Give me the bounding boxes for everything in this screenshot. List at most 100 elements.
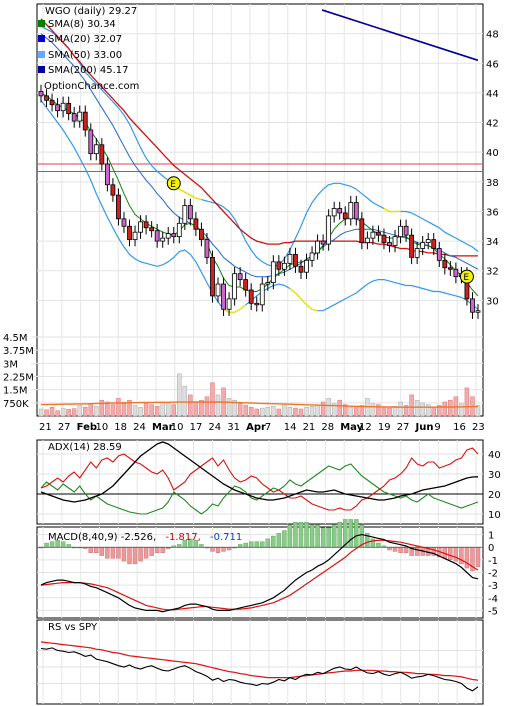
candle-up <box>165 233 171 239</box>
earnings-marker-label: E <box>463 273 469 283</box>
macd-tick-label: -1 <box>488 556 498 567</box>
macd-histogram-bar <box>315 524 320 548</box>
legend-sma200: SMA(200) 45.17 <box>48 65 129 76</box>
macd-histogram-bar <box>105 547 110 559</box>
candle-up <box>304 259 309 273</box>
volume-bar <box>359 405 365 417</box>
volume-bar <box>398 401 403 417</box>
date-tick-label: Mar <box>152 422 174 433</box>
macd-histogram-bar <box>282 530 287 548</box>
macd-histogram-bar <box>249 541 254 548</box>
earnings-marker-label: E <box>170 180 176 190</box>
macd-tick-label: -3 <box>488 581 498 592</box>
macd-histogram-bar <box>320 527 326 548</box>
volume-bar <box>392 406 398 417</box>
candle-down <box>237 273 243 281</box>
macd-histogram-bar <box>309 524 315 548</box>
candle-up <box>138 221 143 233</box>
sma8-line <box>40 92 479 297</box>
date-tick-label: 31 <box>227 422 240 433</box>
candle-up <box>364 237 370 243</box>
date-tick-label: Apr <box>246 422 266 433</box>
volume-bar <box>298 408 304 417</box>
volume-bar <box>309 406 315 417</box>
macd-histogram-bar <box>226 547 232 551</box>
macd-hist-value: -0.711 <box>210 532 242 543</box>
macd-histogram-bar <box>387 547 392 551</box>
adx-tick-label: 30 <box>488 470 501 481</box>
macd-histogram-bar <box>348 519 353 548</box>
volume-bar <box>271 406 276 417</box>
price-tick-label: 42 <box>486 119 499 130</box>
candle-down <box>82 111 88 131</box>
volume-bar <box>354 406 359 417</box>
macd-histogram-bar <box>99 547 105 556</box>
volume-tick-label: 4.5M <box>3 333 28 344</box>
volume-bar <box>276 408 282 417</box>
lower-band-line <box>40 99 479 313</box>
sma50-line <box>40 18 478 257</box>
date-tick-label: 16 <box>453 422 466 433</box>
volume-bar <box>232 399 237 417</box>
macd-histogram-bar <box>304 521 309 548</box>
macd-histogram-bar <box>354 519 359 548</box>
candle-up <box>176 222 182 238</box>
volume-bar <box>254 408 259 417</box>
candle-down <box>342 212 348 220</box>
volume-bar <box>304 406 309 417</box>
macd-value: MACD(8,40,9) -2.526, <box>48 532 156 543</box>
candle-up <box>259 283 265 306</box>
volume-tick-label: 2.25M <box>3 373 34 384</box>
macd-histogram-bar <box>276 533 282 548</box>
macd-line <box>40 533 479 613</box>
volume-bar <box>237 403 243 417</box>
volume-tick-label: 3M <box>3 359 18 370</box>
volume-bar <box>105 401 110 417</box>
macd-histogram-bar <box>44 542 49 548</box>
macd-histogram-bar <box>138 547 143 562</box>
date-tick-label: 27 <box>397 422 410 433</box>
volume-bar <box>293 407 298 417</box>
legend-swatch-sma50 <box>38 51 45 58</box>
candle-down <box>49 99 55 106</box>
candle-down <box>276 261 282 270</box>
macd-histogram-bar <box>398 547 403 553</box>
volume-bar <box>154 406 160 417</box>
macd-histogram-bar <box>210 547 215 552</box>
date-tick-label: 24 <box>133 422 146 433</box>
volume-bar <box>171 404 177 417</box>
candle-up <box>270 261 276 283</box>
volume-bar <box>326 398 331 417</box>
candle-down <box>387 242 392 246</box>
macd-histogram-bar <box>243 542 248 548</box>
adx-tick-label: 10 <box>488 510 501 521</box>
date-tick-label: 7 <box>265 422 271 433</box>
sma20-line <box>40 33 479 278</box>
candle-down <box>149 227 155 232</box>
volume-bar <box>475 405 481 417</box>
volume-bar <box>60 407 66 417</box>
candle-up <box>425 239 431 243</box>
price-tick-label: 40 <box>486 148 499 159</box>
candle-up <box>315 240 320 254</box>
date-tick-label: Jun <box>415 422 434 433</box>
grid-lines <box>31 4 483 704</box>
volume-bar <box>437 405 442 417</box>
candle-down <box>143 221 149 229</box>
volume-bars <box>38 373 481 417</box>
candle-down <box>171 233 177 238</box>
candle-up <box>160 237 166 242</box>
macd-histogram-bar <box>149 547 154 556</box>
candle-down <box>254 302 260 306</box>
candle-down <box>320 240 326 245</box>
candle-up <box>398 225 403 238</box>
volume-bar <box>226 398 232 417</box>
volume-bar <box>370 403 376 417</box>
macd-histogram-bar <box>331 524 337 548</box>
candle-down <box>127 225 132 241</box>
candle-down <box>470 298 475 313</box>
date-tick-label: Feb <box>77 422 97 433</box>
legend-sma8: SMA(8) 30.34 <box>48 19 116 30</box>
macd-histogram-bar <box>127 547 132 565</box>
